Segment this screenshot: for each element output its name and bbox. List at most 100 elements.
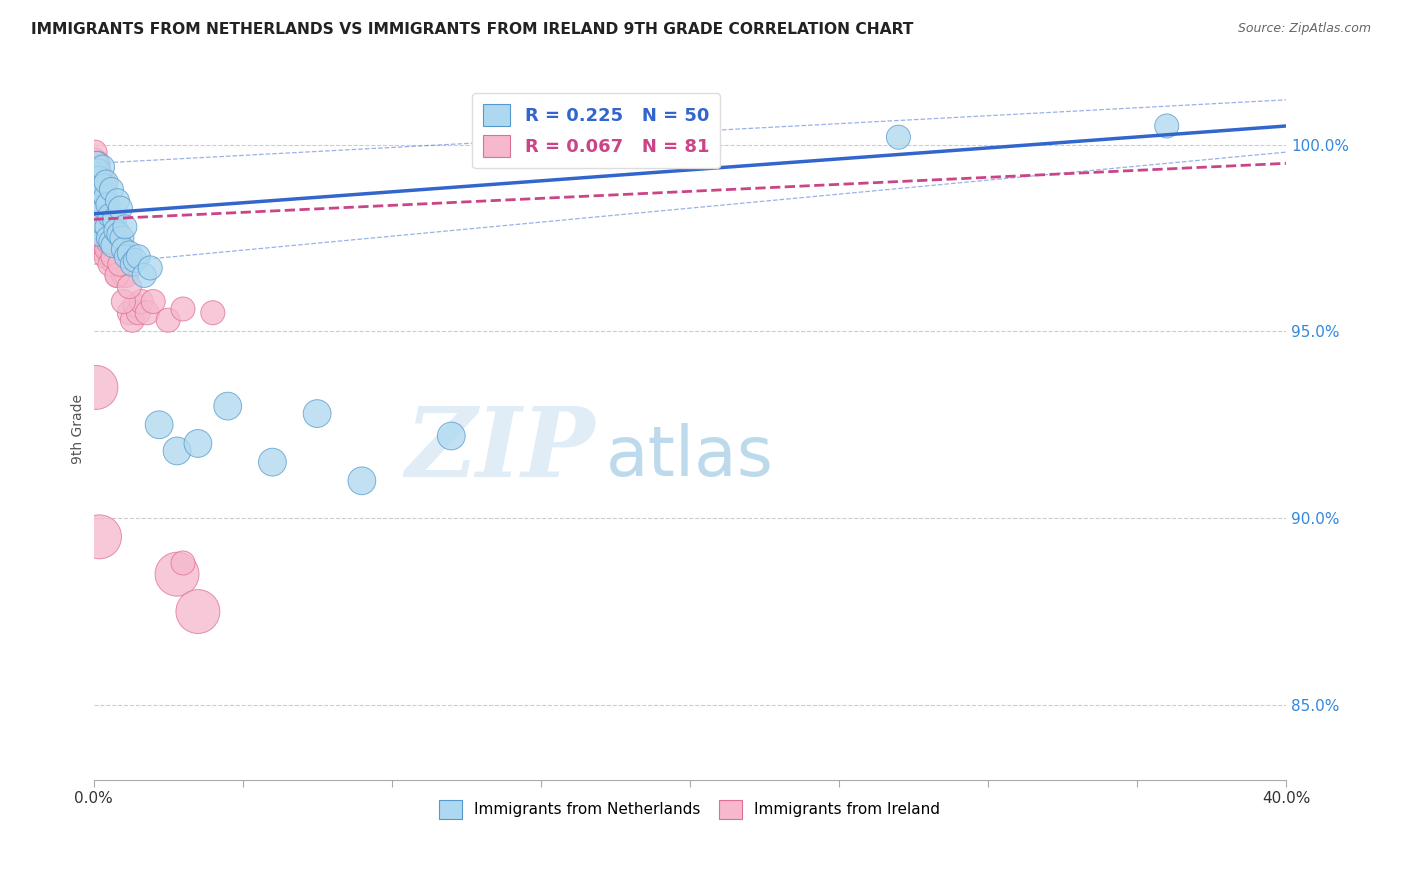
Point: [127, 306, 149, 320]
Point: [89, 227, 111, 242]
Point: [87, 182, 110, 196]
Point: [108, 227, 131, 242]
Point: [94, 175, 117, 189]
Point: [97, 197, 120, 211]
Point: [84, 182, 107, 196]
Point: [87, 216, 110, 230]
Point: [94, 238, 117, 252]
Point: [97, 231, 120, 245]
Point: [307, 407, 329, 421]
Point: [115, 250, 138, 264]
Point: [166, 567, 188, 582]
Point: [87, 194, 110, 208]
Point: [111, 231, 134, 245]
Point: [100, 219, 122, 234]
Point: [91, 235, 114, 249]
Point: [100, 235, 122, 249]
Text: Source: ZipAtlas.com: Source: ZipAtlas.com: [1237, 22, 1371, 36]
Point: [157, 313, 180, 327]
Point: [103, 227, 125, 242]
Point: [112, 268, 135, 283]
Point: [86, 175, 108, 189]
Point: [87, 163, 110, 178]
Point: [121, 257, 143, 271]
Point: [100, 182, 122, 196]
Point: [90, 194, 112, 208]
Point: [90, 194, 112, 208]
Point: [91, 182, 114, 196]
Point: [84, 186, 107, 201]
Point: [112, 294, 135, 309]
Point: [100, 246, 122, 260]
Point: [98, 209, 121, 223]
Point: [104, 223, 127, 237]
Point: [111, 242, 134, 256]
Point: [118, 279, 141, 293]
Point: [114, 257, 136, 271]
Point: [136, 306, 159, 320]
Point: [440, 429, 463, 443]
Point: [93, 175, 115, 189]
Point: [114, 219, 136, 234]
Text: ZIP: ZIP: [405, 402, 595, 497]
Point: [84, 380, 107, 394]
Point: [101, 253, 124, 268]
Point: [94, 190, 117, 204]
Point: [90, 242, 112, 256]
Point: [124, 253, 146, 268]
Point: [84, 145, 107, 160]
Point: [87, 171, 110, 186]
Point: [108, 250, 131, 264]
Point: [166, 444, 188, 458]
Point: [86, 168, 108, 182]
Point: [86, 171, 108, 186]
Point: [98, 216, 121, 230]
Point: [83, 163, 105, 178]
Point: [86, 190, 108, 204]
Point: [148, 417, 170, 432]
Legend: Immigrants from Netherlands, Immigrants from Ireland: Immigrants from Netherlands, Immigrants …: [433, 794, 946, 824]
Point: [350, 474, 373, 488]
Text: IMMIGRANTS FROM NETHERLANDS VS IMMIGRANTS FROM IRELAND 9TH GRADE CORRELATION CHA: IMMIGRANTS FROM NETHERLANDS VS IMMIGRANT…: [31, 22, 914, 37]
Point: [91, 216, 114, 230]
Point: [121, 313, 143, 327]
Point: [84, 168, 107, 182]
Point: [118, 246, 141, 260]
Point: [217, 399, 239, 413]
Point: [97, 231, 120, 245]
Point: [129, 294, 152, 309]
Point: [96, 219, 118, 234]
Point: [101, 238, 124, 252]
Point: [97, 242, 120, 256]
Point: [97, 235, 120, 249]
Point: [172, 556, 194, 570]
Point: [262, 455, 284, 469]
Text: atlas: atlas: [606, 423, 775, 490]
Point: [1156, 119, 1178, 133]
Point: [139, 260, 162, 275]
Point: [84, 156, 107, 170]
Point: [87, 178, 110, 193]
Point: [93, 227, 115, 242]
Point: [105, 268, 128, 283]
Point: [127, 250, 149, 264]
Point: [110, 257, 132, 271]
Point: [90, 205, 112, 219]
Point: [89, 530, 111, 544]
Point: [90, 231, 112, 245]
Point: [96, 242, 118, 256]
Point: [83, 153, 105, 167]
Point: [118, 306, 141, 320]
Point: [87, 212, 110, 227]
Point: [187, 436, 209, 450]
Point: [103, 212, 125, 227]
Point: [93, 219, 115, 234]
Point: [104, 257, 127, 271]
Point: [87, 163, 110, 178]
Point: [90, 197, 112, 211]
Point: [98, 227, 121, 242]
Point: [107, 194, 129, 208]
Point: [90, 201, 112, 215]
Point: [172, 301, 194, 316]
Point: [94, 194, 117, 208]
